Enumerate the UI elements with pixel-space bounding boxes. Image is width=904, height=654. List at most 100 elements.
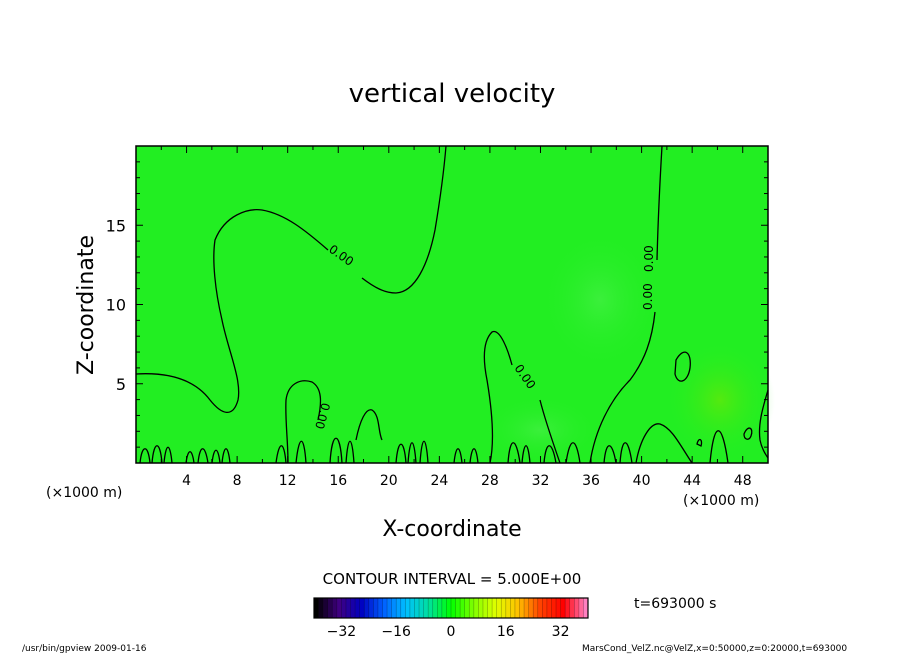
footer-right: MarsCond_VelZ.nc@VelZ,x=0:50000,z=0:2000… <box>582 644 847 654</box>
colorbar-cell <box>496 598 502 618</box>
colorbar-cell <box>565 598 571 618</box>
colorbar-cell <box>469 598 475 618</box>
contour-line <box>361 145 447 294</box>
colorbar-tick-label: 0 <box>447 624 456 640</box>
colorbar-cell <box>355 598 360 618</box>
colorbar-cell <box>409 598 415 618</box>
contour-line <box>743 427 753 440</box>
chart-title: vertical velocity <box>349 79 556 109</box>
colorbar-cell <box>345 598 351 618</box>
contour-label: 0.00 <box>642 245 656 272</box>
colorbar-cell <box>323 598 328 618</box>
contour-line <box>285 380 322 464</box>
colorbar-cell <box>451 598 456 618</box>
colorbar-cell <box>546 598 552 618</box>
colorbar-cell <box>528 598 534 618</box>
contour-line <box>696 438 703 447</box>
colorbar-cells <box>313 598 589 618</box>
colorbar-cell <box>505 598 511 618</box>
colorbar-frame <box>313 597 589 619</box>
colorbar-cell <box>387 598 392 618</box>
colorbar-cell <box>432 598 438 618</box>
colorbar-cell <box>574 598 580 618</box>
x-unit-right: (×1000 m) <box>683 493 759 509</box>
time-label: t=693000 s <box>634 596 716 612</box>
colorbar-cell <box>556 598 561 618</box>
contour-field <box>136 146 768 463</box>
colorbar-cell <box>560 598 566 618</box>
colorbar-cell <box>359 598 365 618</box>
colorbar-cell <box>341 598 347 618</box>
x-tick-label: 4 <box>182 473 191 489</box>
x-tick-label: 32 <box>532 473 550 489</box>
x-tick-label: 28 <box>481 473 499 489</box>
x-tick-label: 20 <box>380 473 398 489</box>
x-tick-label: 36 <box>582 473 600 489</box>
contour-line <box>539 399 561 464</box>
y-tick-label: 5 <box>116 375 126 394</box>
colorbar-cell <box>414 598 420 618</box>
colorbar-cell <box>492 598 497 618</box>
colorbar-cell <box>455 598 461 618</box>
colorbar-cell <box>423 598 429 618</box>
colorbar-cell <box>501 598 507 618</box>
colorbar-tick-label: 16 <box>497 624 515 640</box>
contour-line <box>589 311 656 464</box>
colorbar-cell <box>400 598 406 618</box>
x-tick-label: 12 <box>279 473 297 489</box>
colorbar-tick-label: −16 <box>381 624 411 640</box>
colorbar-cell <box>382 598 388 618</box>
x-tick-label: 40 <box>633 473 651 489</box>
x-ticks: 4 8 12 16 20 24 28 32 36 40 44 48 <box>160 146 752 489</box>
colorbar: −32 −16 0 16 32 <box>313 597 589 640</box>
colorbar-cell <box>510 598 516 618</box>
colorbar-tick-label: 32 <box>552 624 570 640</box>
colorbar-cell <box>428 598 434 618</box>
colorbar-cell <box>473 598 479 618</box>
colorbar-cell <box>487 598 493 618</box>
colorbar-cell <box>583 598 589 618</box>
contour-line <box>483 331 513 464</box>
colorbar-cell <box>514 598 520 618</box>
contour-line <box>656 145 663 261</box>
colorbar-cell <box>391 598 397 618</box>
contour-line <box>355 409 383 441</box>
y-axis-title: Z-coordinate <box>74 235 99 375</box>
colorbar-cell <box>524 598 529 618</box>
colorbar-tick-label: −32 <box>327 624 357 640</box>
colorbar-cell <box>368 598 374 618</box>
x-tick-label: 8 <box>233 473 242 489</box>
x-unit-left: (×1000 m) <box>46 485 122 501</box>
field-patch <box>540 230 660 370</box>
colorbar-cell <box>377 598 383 618</box>
colorbar-cell <box>441 598 447 618</box>
field-patch <box>665 340 775 460</box>
colorbar-cell <box>446 598 452 618</box>
colorbar-cell <box>464 598 470 618</box>
colorbar-cell <box>519 598 525 618</box>
y-tick-label: 10 <box>106 296 126 315</box>
plot-area: 0.00 0.00 0.00 0.00 0.00 4 8 12 16 20 24 28 32 3… <box>106 145 775 489</box>
x-tick-label: 24 <box>430 473 448 489</box>
colorbar-cell <box>419 598 424 618</box>
colorbar-cell <box>478 598 484 618</box>
x-tick-label: 16 <box>329 473 347 489</box>
contour-label: 0.00 <box>641 283 655 310</box>
colorbar-cell <box>437 598 443 618</box>
colorbar-cell <box>350 598 356 618</box>
colorbar-cell <box>542 598 548 618</box>
footer-left: /usr/bin/gpview 2009-01-16 <box>22 644 147 654</box>
contour-lines <box>135 145 769 464</box>
colorbar-cell <box>482 598 488 618</box>
colorbar-cell <box>569 598 575 618</box>
colorbar-cell <box>537 598 543 618</box>
colorbar-cell <box>396 598 402 618</box>
colorbar-cell <box>551 598 557 618</box>
colorbar-cell <box>373 598 379 618</box>
colorbar-cell <box>364 598 370 618</box>
colorbar-ticks: −32 −16 0 16 32 <box>327 624 570 640</box>
colorbar-cell <box>336 598 342 618</box>
colorbar-cell <box>405 598 411 618</box>
colorbar-cell <box>327 598 333 618</box>
